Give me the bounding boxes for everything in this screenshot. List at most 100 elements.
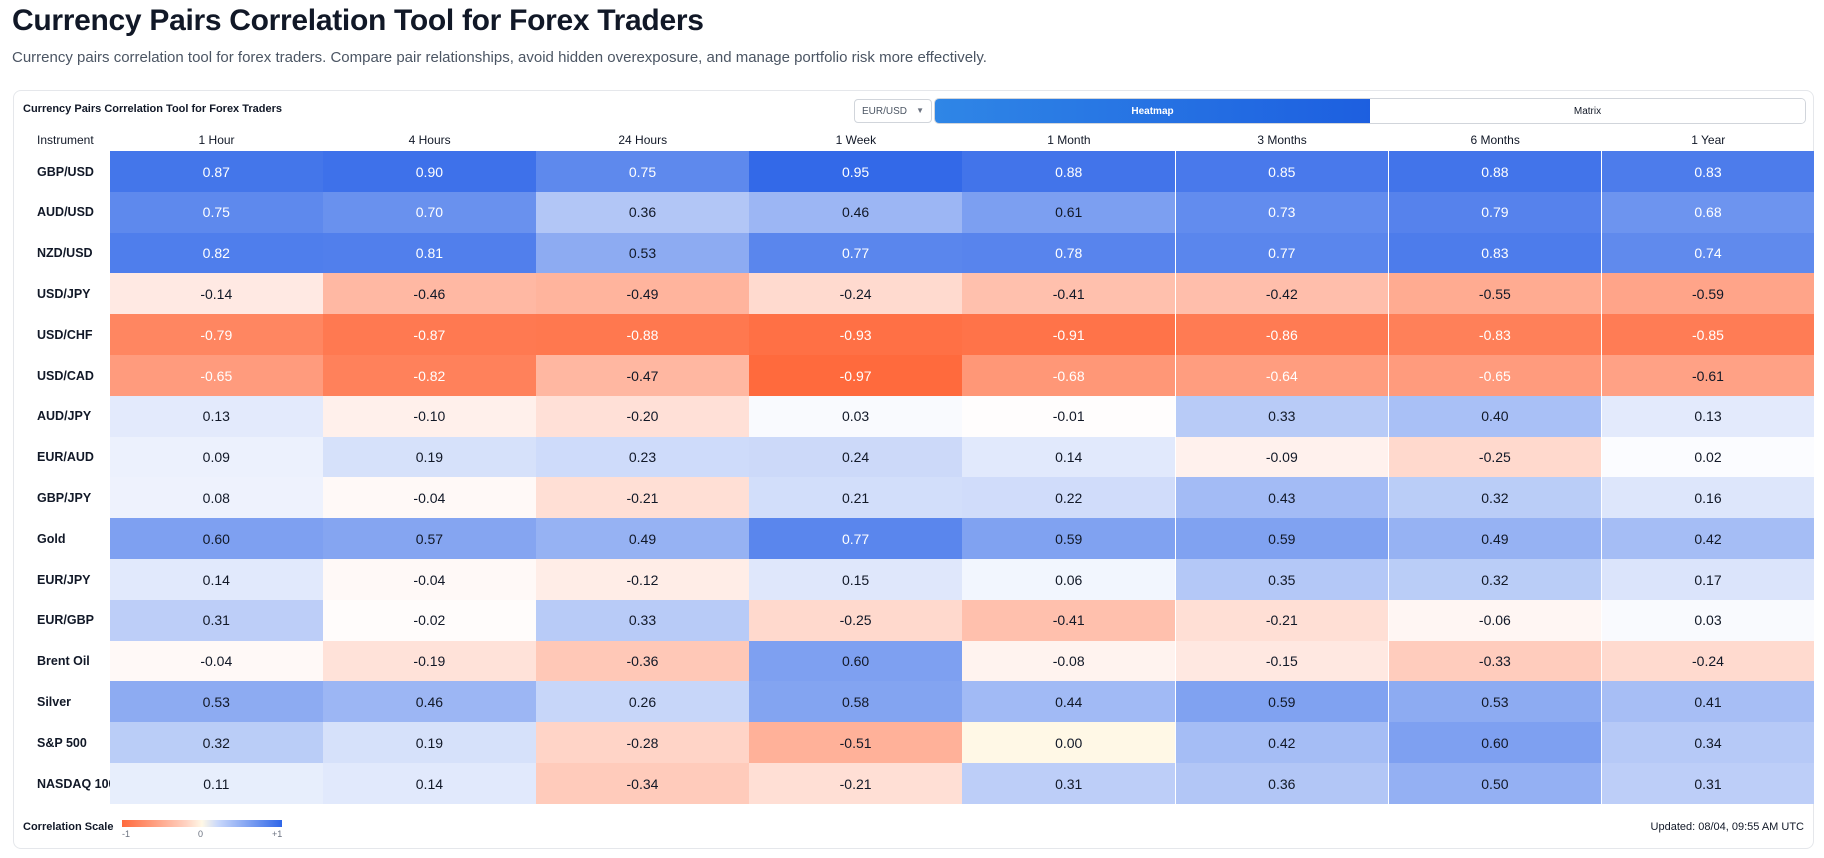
- correlation-cell[interactable]: -0.20: [536, 395, 749, 437]
- correlation-cell[interactable]: -0.85: [1601, 314, 1815, 356]
- correlation-cell[interactable]: -0.34: [536, 763, 749, 804]
- correlation-cell[interactable]: 0.17: [1601, 559, 1815, 600]
- correlation-cell[interactable]: 0.95: [749, 151, 962, 192]
- correlation-cell[interactable]: -0.24: [749, 273, 962, 315]
- correlation-cell[interactable]: 0.88: [1388, 151, 1602, 192]
- correlation-cell[interactable]: -0.24: [1601, 640, 1815, 682]
- correlation-cell[interactable]: -0.41: [962, 599, 1175, 641]
- correlation-cell[interactable]: -0.51: [749, 722, 962, 764]
- correlation-cell[interactable]: 0.19: [323, 436, 536, 478]
- correlation-cell[interactable]: 0.50: [1388, 763, 1602, 804]
- correlation-cell[interactable]: 0.46: [323, 681, 536, 723]
- correlation-cell[interactable]: 0.83: [1601, 151, 1815, 192]
- correlation-cell[interactable]: 0.32: [1388, 477, 1602, 519]
- correlation-cell[interactable]: -0.19: [323, 640, 536, 682]
- correlation-cell[interactable]: 0.13: [110, 395, 323, 437]
- correlation-cell[interactable]: 0.14: [110, 559, 323, 600]
- correlation-cell[interactable]: -0.36: [536, 640, 749, 682]
- correlation-cell[interactable]: -0.97: [749, 355, 962, 396]
- correlation-cell[interactable]: 0.49: [1388, 518, 1602, 560]
- correlation-cell[interactable]: 0.32: [1388, 559, 1602, 600]
- correlation-cell[interactable]: 0.87: [110, 151, 323, 192]
- correlation-cell[interactable]: 0.82: [110, 232, 323, 274]
- correlation-cell[interactable]: -0.14: [110, 273, 323, 315]
- correlation-cell[interactable]: -0.04: [323, 477, 536, 519]
- correlation-cell[interactable]: -0.46: [323, 273, 536, 315]
- correlation-cell[interactable]: 0.44: [962, 681, 1175, 723]
- correlation-cell[interactable]: 0.03: [1601, 599, 1815, 641]
- correlation-cell[interactable]: -0.86: [1175, 314, 1389, 356]
- correlation-cell[interactable]: 0.57: [323, 518, 536, 560]
- correlation-cell[interactable]: -0.55: [1388, 273, 1602, 315]
- correlation-cell[interactable]: 0.53: [1388, 681, 1602, 723]
- correlation-cell[interactable]: -0.49: [536, 273, 749, 315]
- correlation-cell[interactable]: 0.77: [1175, 232, 1389, 274]
- correlation-cell[interactable]: -0.04: [110, 640, 323, 682]
- correlation-cell[interactable]: 0.59: [962, 518, 1175, 560]
- correlation-cell[interactable]: 0.42: [1601, 518, 1815, 560]
- correlation-cell[interactable]: -0.21: [749, 763, 962, 804]
- correlation-cell[interactable]: 0.41: [1601, 681, 1815, 723]
- correlation-cell[interactable]: 0.46: [749, 191, 962, 233]
- correlation-cell[interactable]: -0.42: [1175, 273, 1389, 315]
- correlation-cell[interactable]: -0.06: [1388, 599, 1602, 641]
- correlation-cell[interactable]: -0.41: [962, 273, 1175, 315]
- correlation-cell[interactable]: 0.24: [749, 436, 962, 478]
- tab-heatmap[interactable]: Heatmap: [935, 99, 1370, 123]
- correlation-cell[interactable]: 0.19: [323, 722, 536, 764]
- correlation-cell[interactable]: -0.12: [536, 559, 749, 600]
- correlation-cell[interactable]: 0.61: [962, 191, 1175, 233]
- correlation-cell[interactable]: 0.11: [110, 763, 323, 804]
- correlation-cell[interactable]: 0.60: [110, 518, 323, 560]
- correlation-cell[interactable]: 0.77: [749, 518, 962, 560]
- correlation-cell[interactable]: 0.32: [110, 722, 323, 764]
- correlation-cell[interactable]: 0.73: [1175, 191, 1389, 233]
- correlation-cell[interactable]: 0.49: [536, 518, 749, 560]
- correlation-cell[interactable]: -0.10: [323, 395, 536, 437]
- correlation-cell[interactable]: 0.90: [323, 151, 536, 192]
- correlation-cell[interactable]: -0.21: [536, 477, 749, 519]
- correlation-cell[interactable]: 0.75: [536, 151, 749, 192]
- correlation-cell[interactable]: 0.53: [536, 232, 749, 274]
- correlation-cell[interactable]: 0.33: [536, 599, 749, 641]
- correlation-cell[interactable]: 0.34: [1601, 722, 1815, 764]
- correlation-cell[interactable]: 0.08: [110, 477, 323, 519]
- correlation-cell[interactable]: 0.58: [749, 681, 962, 723]
- correlation-cell[interactable]: 0.53: [110, 681, 323, 723]
- correlation-cell[interactable]: -0.68: [962, 355, 1175, 396]
- correlation-cell[interactable]: -0.61: [1601, 355, 1815, 396]
- correlation-cell[interactable]: -0.08: [962, 640, 1175, 682]
- correlation-cell[interactable]: 0.14: [323, 763, 536, 804]
- correlation-cell[interactable]: 0.35: [1175, 559, 1389, 600]
- correlation-cell[interactable]: -0.83: [1388, 314, 1602, 356]
- correlation-cell[interactable]: 0.36: [536, 191, 749, 233]
- correlation-cell[interactable]: -0.88: [536, 314, 749, 356]
- correlation-cell[interactable]: 0.68: [1601, 191, 1815, 233]
- correlation-cell[interactable]: 0.15: [749, 559, 962, 600]
- correlation-cell[interactable]: 0.31: [962, 763, 1175, 804]
- correlation-cell[interactable]: -0.15: [1175, 640, 1389, 682]
- correlation-cell[interactable]: 0.23: [536, 436, 749, 478]
- correlation-cell[interactable]: 0.06: [962, 559, 1175, 600]
- correlation-cell[interactable]: -0.47: [536, 355, 749, 396]
- correlation-cell[interactable]: -0.82: [323, 355, 536, 396]
- correlation-cell[interactable]: -0.04: [323, 559, 536, 600]
- correlation-cell[interactable]: 0.26: [536, 681, 749, 723]
- correlation-cell[interactable]: -0.09: [1175, 436, 1389, 478]
- correlation-cell[interactable]: 0.85: [1175, 151, 1389, 192]
- correlation-cell[interactable]: 0.59: [1175, 518, 1389, 560]
- pair-select-dropdown[interactable]: EUR/USD ▼: [854, 99, 932, 123]
- correlation-cell[interactable]: 0.81: [323, 232, 536, 274]
- correlation-cell[interactable]: 0.21: [749, 477, 962, 519]
- correlation-cell[interactable]: 0.42: [1175, 722, 1389, 764]
- correlation-cell[interactable]: 0.60: [1388, 722, 1602, 764]
- correlation-cell[interactable]: -0.01: [962, 395, 1175, 437]
- correlation-cell[interactable]: 0.75: [110, 191, 323, 233]
- correlation-cell[interactable]: -0.28: [536, 722, 749, 764]
- correlation-cell[interactable]: 0.31: [1601, 763, 1815, 804]
- correlation-cell[interactable]: 0.00: [962, 722, 1175, 764]
- correlation-cell[interactable]: 0.22: [962, 477, 1175, 519]
- correlation-cell[interactable]: -0.21: [1175, 599, 1389, 641]
- correlation-cell[interactable]: 0.60: [749, 640, 962, 682]
- correlation-cell[interactable]: -0.79: [110, 314, 323, 356]
